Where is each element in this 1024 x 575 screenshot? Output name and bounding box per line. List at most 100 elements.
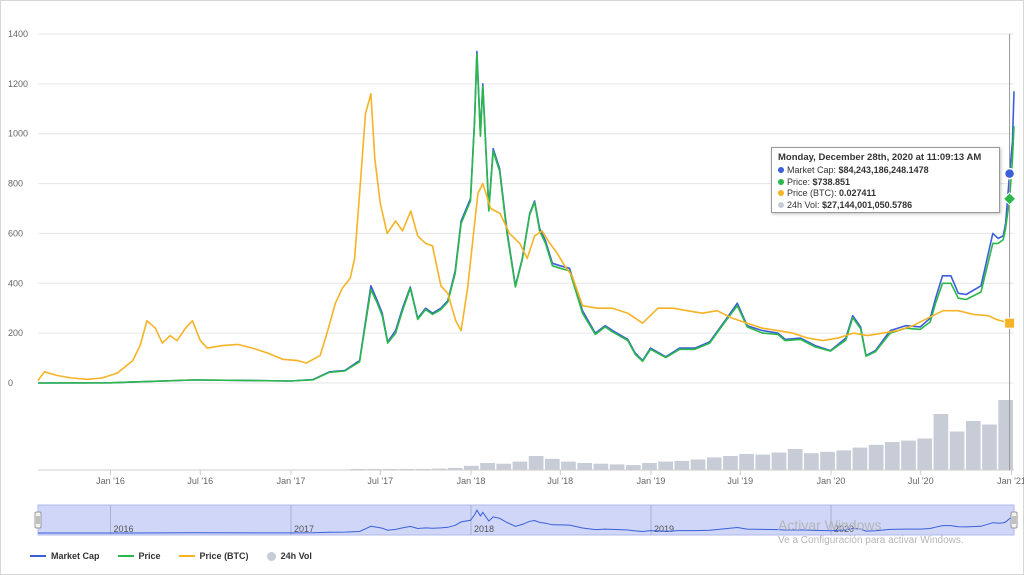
- y-tick-label: 600: [8, 228, 23, 238]
- volume-bar: [982, 424, 997, 470]
- volume-bar: [771, 452, 787, 470]
- navigator-year-label: 2020: [834, 524, 854, 534]
- volume-circle-icon: [266, 551, 276, 561]
- y-tick-label: 1000: [8, 129, 28, 139]
- y-tick-label: 200: [8, 328, 23, 338]
- volume-bar: [787, 449, 803, 470]
- volume-bar: [561, 461, 576, 470]
- tooltip-label: 24h Vol:: [787, 199, 823, 210]
- x-tick-label: Jan '16: [96, 476, 125, 486]
- tooltip-date: Monday, December 28th, 2020 at 11:09:13 …: [778, 152, 982, 163]
- volume-bar: [480, 463, 495, 470]
- volume-bar: [836, 450, 852, 470]
- legend-item-price-btc[interactable]: Price (BTC): [178, 551, 249, 561]
- activation-watermark: Activar Windows Ve a Configuración para …: [778, 517, 964, 546]
- volume-bar: [820, 451, 835, 470]
- volume-bar: [755, 454, 771, 470]
- volume-bar: [593, 463, 609, 470]
- tooltip-row-volume: 24h Vol: $27,144,001,050.5786: [778, 200, 993, 212]
- legend-label: 24h Vol: [280, 551, 312, 561]
- volume-bar: [609, 464, 625, 470]
- legend-label: Price (BTC): [199, 551, 249, 561]
- volume-bar: [852, 447, 868, 470]
- y-tick-label: 0: [8, 378, 13, 388]
- volume-bar: [706, 457, 722, 470]
- tooltip-label: Price:: [787, 176, 813, 187]
- navigator-left-handle[interactable]: [34, 511, 42, 529]
- price-btc-marker: [1004, 317, 1016, 329]
- volume-bars: [350, 400, 1013, 470]
- volume-bar: [625, 465, 641, 470]
- volume-bar: [868, 444, 884, 470]
- volume-bar: [447, 467, 463, 470]
- legend-label: Market Cap: [51, 551, 100, 561]
- volume-dot-icon: [778, 201, 784, 208]
- volume-bar: [723, 456, 738, 470]
- navigator-year-label: 2018: [474, 524, 494, 534]
- x-axis: Jan '16 Jul '16 Jan '17 Jul '17 Jan '18 Jul '…: [38, 469, 1024, 486]
- volume-bar: [658, 461, 673, 470]
- tooltip: Monday, December 28th, 2020 at 11:09:13 …: [771, 147, 1000, 213]
- watermark-title: Activar Windows: [778, 517, 882, 533]
- x-tick-label: Jan '21: [997, 476, 1024, 486]
- volume-bar: [690, 459, 706, 470]
- series-line: [37, 93, 1015, 381]
- navigator-series-line: [38, 509, 1015, 534]
- volume-bar: [949, 431, 965, 470]
- volume-bar: [933, 414, 949, 470]
- series-line: [37, 53, 1015, 384]
- watermark-subtitle: Ve a Configuración para activar Windows.: [778, 535, 964, 546]
- volume-bar: [674, 460, 690, 470]
- volume-bar: [965, 421, 981, 470]
- tooltip-value: $738.851: [812, 176, 851, 187]
- x-tick-label: Jan '20: [817, 476, 846, 486]
- legend-item-volume[interactable]: 24h Vol: [266, 551, 312, 561]
- volume-bar: [917, 438, 933, 470]
- y-tick-label: 1400: [8, 29, 28, 39]
- x-tick-label: Jan '19: [637, 476, 666, 486]
- tooltip-label: Price (BTC):: [787, 188, 840, 198]
- legend-item-market-cap[interactable]: Market Cap: [30, 551, 100, 561]
- legend-label: Price: [138, 551, 161, 561]
- tooltip-row-market-cap: Market Cap: $84,243,186,248.1478: [778, 165, 993, 177]
- price-btc-line-icon: [178, 555, 195, 557]
- market-cap-line-icon: [30, 555, 46, 557]
- navigator-year-label: 2016: [113, 524, 133, 534]
- price-line-icon: [117, 555, 134, 557]
- price-dot-icon: [778, 178, 784, 185]
- x-tick-label: Jan '17: [277, 476, 306, 486]
- tooltip-value: $27,144,001,050.5786: [822, 199, 913, 210]
- volume-bar: [577, 463, 593, 470]
- price-marker: [1002, 192, 1017, 206]
- x-tick-label: Jul '17: [367, 476, 393, 486]
- navigator-year-label: 2017: [294, 524, 314, 534]
- navigator[interactable]: 2016 2017 2018 2019 2020: [34, 504, 1018, 536]
- tooltip-row-price-btc: Price (BTC): 0.027411: [778, 188, 993, 200]
- volume-bar: [739, 453, 754, 470]
- y-tick-label: 800: [8, 179, 23, 189]
- volume-bar: [544, 458, 560, 470]
- volume-bar: [884, 442, 900, 470]
- y-axis: 0 200 400 600 800 1000 1200 1400: [8, 29, 28, 388]
- volume-bar: [998, 400, 1013, 470]
- tooltip-value: $84,243,186,248.1478: [838, 165, 929, 175]
- volume-bar: [804, 453, 819, 470]
- volume-bar: [431, 468, 447, 470]
- legend: Market Cap Price Price (BTC) 24h Vol: [30, 551, 312, 561]
- tooltip-value: 0.027411: [839, 188, 877, 198]
- volume-bar: [528, 456, 544, 470]
- volume-bar: [642, 463, 657, 470]
- y-tick-label: 1200: [8, 79, 28, 89]
- volume-bar: [496, 463, 512, 470]
- navigator-right-handle[interactable]: [1010, 511, 1018, 529]
- x-tick-label: Jan '18: [457, 476, 486, 486]
- navigator-year-label: 2019: [654, 524, 674, 534]
- volume-bar: [901, 440, 916, 470]
- x-tick-label: Jul '18: [547, 476, 573, 486]
- volume-bar: [512, 461, 528, 470]
- x-tick-label: Jul '20: [908, 476, 934, 486]
- crosshair: [1002, 34, 1017, 470]
- legend-item-price[interactable]: Price: [117, 551, 161, 561]
- x-tick-label: Jul '19: [727, 476, 753, 486]
